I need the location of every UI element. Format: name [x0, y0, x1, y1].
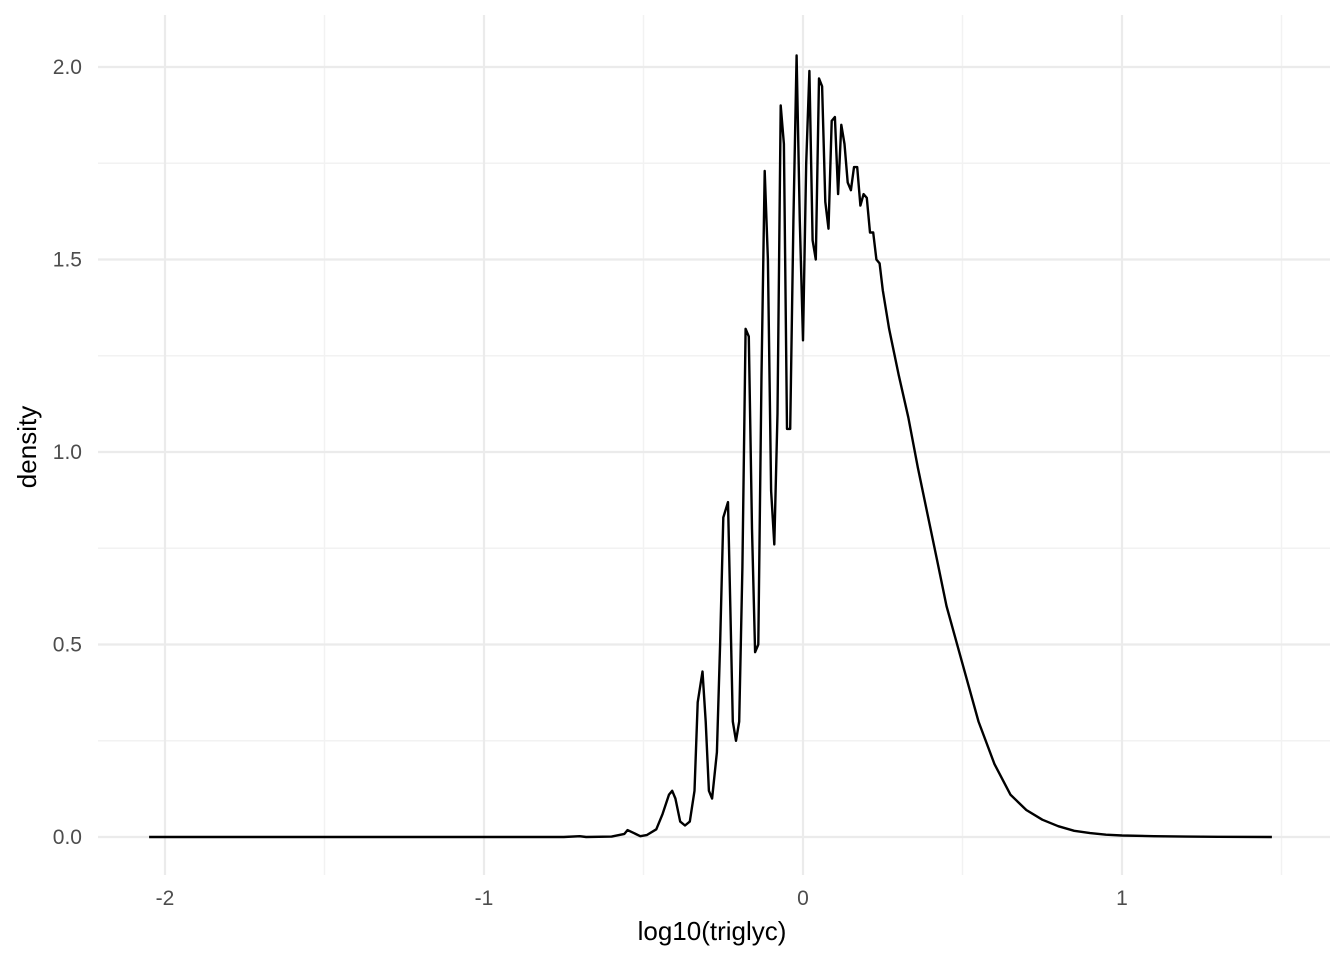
y-tick-label-3: 1.5 [53, 249, 82, 272]
y-tick-label-1: 0.5 [53, 634, 82, 657]
x-tick-label-3: 1 [1116, 887, 1128, 910]
minor-gridlines [98, 15, 1330, 875]
x-axis-title: log10(triglyc) [638, 916, 787, 946]
y-axis-title: density [12, 406, 42, 488]
major-gridlines [98, 15, 1330, 875]
x-tick-label-2: 0 [797, 887, 809, 910]
x-tick-label-0: -2 [156, 887, 175, 910]
y-tick-label-2: 1.0 [53, 441, 82, 464]
density-line-0 [149, 54, 1272, 839]
x-axis-tick-labels: -2 -1 0 1 [156, 887, 1128, 910]
y-tick-label-0: 0.0 [53, 826, 82, 849]
y-tick-label-4: 2.0 [53, 56, 82, 79]
density-series [149, 54, 1272, 839]
x-tick-label-1: -1 [475, 887, 494, 910]
y-axis-tick-labels: 0.0 0.5 1.0 1.5 2.0 [53, 56, 82, 849]
